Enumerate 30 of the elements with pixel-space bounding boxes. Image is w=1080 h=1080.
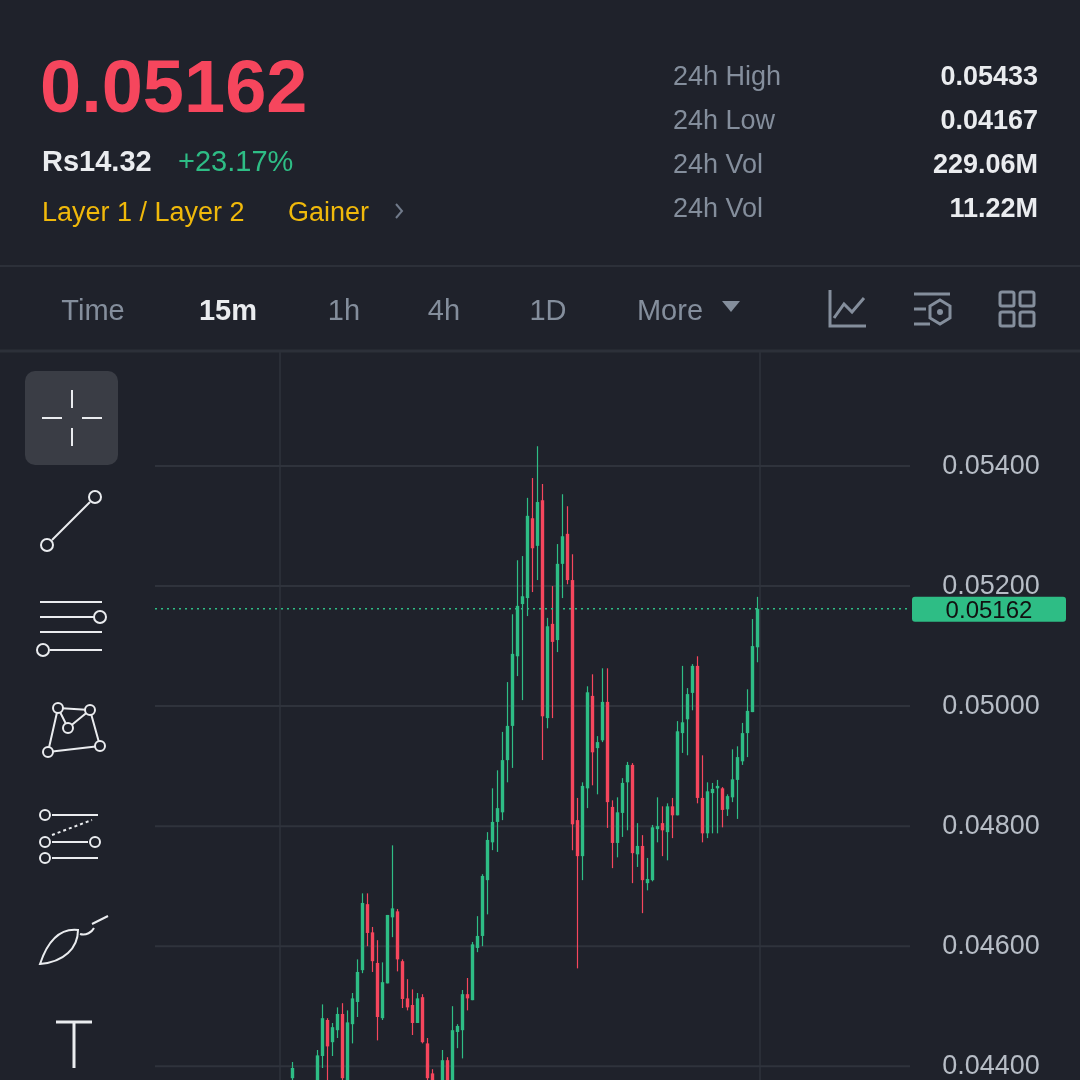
text: More bbox=[636, 294, 704, 326]
text: +23.17% bbox=[178, 145, 294, 177]
y-tick-label: 0.04600 bbox=[942, 930, 1040, 961]
y-tick-label: 0.04400 bbox=[942, 1050, 1040, 1080]
chart-title: 0.05162 bbox=[40, 45, 308, 128]
text: 1h bbox=[327, 294, 361, 326]
candlestick bbox=[445, 1056, 450, 1080]
text: 24h Vol bbox=[673, 193, 764, 223]
text: 229.06M bbox=[932, 149, 1038, 179]
candlestick bbox=[595, 735, 600, 795]
text: 11.22M bbox=[949, 193, 1038, 223]
text: Layer 1 / Layer 2 bbox=[42, 197, 245, 227]
text: 24h Low bbox=[673, 105, 776, 135]
text: 0.04167 bbox=[940, 105, 1038, 135]
y-tick-label: 0.05400 bbox=[942, 450, 1040, 481]
text: Gainer bbox=[288, 197, 370, 227]
candlestick bbox=[720, 786, 725, 828]
text: Time bbox=[61, 294, 125, 326]
text: 1D bbox=[529, 294, 567, 326]
y-tick-label: 0.05000 bbox=[942, 690, 1040, 721]
text: 24h High bbox=[673, 61, 782, 91]
y-tick-label: 0.04800 bbox=[942, 810, 1040, 841]
candlestick bbox=[455, 1023, 460, 1049]
text: 15m bbox=[198, 294, 258, 326]
text: 24h Vol bbox=[673, 149, 764, 179]
text: Rs14.32 bbox=[42, 145, 152, 177]
candlestick bbox=[655, 796, 660, 843]
text: 0.05433 bbox=[940, 61, 1038, 91]
text: 4h bbox=[427, 294, 461, 326]
candlestick bbox=[440, 1049, 445, 1080]
